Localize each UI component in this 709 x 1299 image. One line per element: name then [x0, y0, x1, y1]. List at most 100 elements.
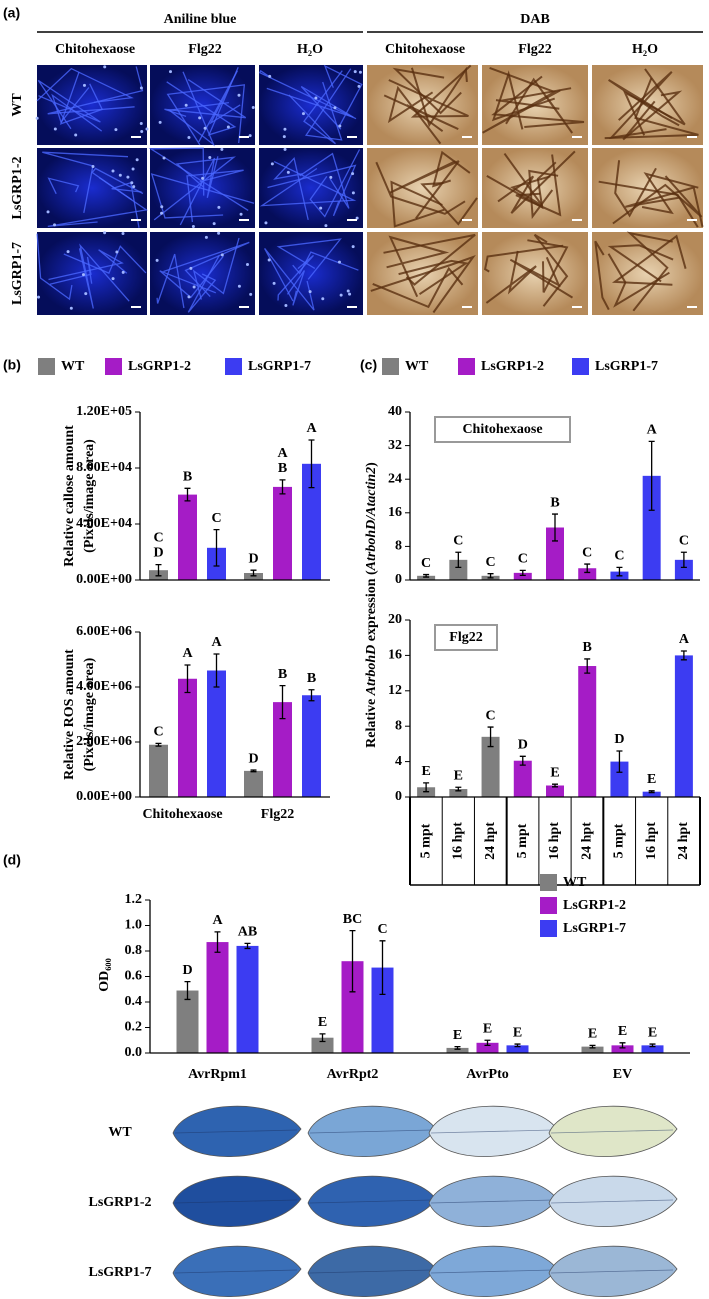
micrograph: [259, 65, 363, 145]
column-header: Flg22: [518, 42, 551, 57]
error-bar: [484, 1039, 491, 1046]
y-tick-label: 1.20E+05: [76, 404, 132, 419]
fluorescent-spot: [46, 210, 50, 214]
bar: [642, 475, 661, 580]
bar: [206, 942, 229, 1053]
legend-swatch: [225, 358, 242, 375]
fluorescent-spot: [69, 306, 73, 310]
scale-bar: [572, 306, 582, 308]
y-tick-label: 1.2: [125, 892, 143, 907]
leaf-midrib: [309, 1199, 433, 1204]
vein: [533, 233, 569, 307]
fluorescent-spot: [203, 126, 207, 130]
fluorescent-spot: [220, 147, 224, 151]
fluorescent-spot: [284, 303, 288, 307]
y-tick-label: 0.4: [125, 994, 143, 1009]
fluorescent-spot: [348, 292, 352, 296]
error-bar: [455, 551, 462, 569]
bar: [674, 559, 693, 580]
x-tick-label: 16 hpt: [451, 822, 466, 860]
row-label: LsGRP1-7: [10, 242, 25, 305]
error-bar: [184, 980, 191, 1001]
fluorescent-spot: [264, 221, 268, 225]
scale-bar: [572, 136, 582, 138]
fluorescent-spot: [111, 277, 115, 281]
scale-bar: [347, 136, 357, 138]
error-bar: [213, 653, 220, 688]
y-axis-label-part: expression (: [364, 570, 379, 645]
error-bar: [619, 1042, 626, 1049]
panel-label: (d): [3, 852, 21, 868]
vein: [78, 243, 130, 309]
significance-letter: E: [647, 772, 656, 787]
column-header: H₂O: [297, 42, 323, 57]
fluorescent-spot: [208, 155, 212, 159]
bar: [341, 961, 364, 1053]
error-bar: [616, 566, 623, 577]
bar: [581, 1046, 604, 1053]
y-tick-label: 2.00E+06: [76, 734, 132, 749]
fluorescent-spot: [314, 96, 318, 100]
vein: [163, 241, 250, 298]
vein: [186, 169, 244, 223]
y-axis-label-part: Relative: [364, 695, 379, 747]
bar: [641, 1045, 664, 1053]
y-axis-label-part: AtrbohD/Atactin2: [364, 467, 379, 571]
column-header: Flg22: [188, 42, 221, 57]
error-bar: [184, 664, 191, 694]
significance-letter-line: C: [153, 531, 163, 546]
y-tick-label: 8: [395, 539, 402, 554]
fluorescent-spot: [308, 290, 312, 294]
legend-swatch: [382, 358, 399, 375]
vein: [323, 64, 363, 128]
error-bar: [552, 513, 558, 542]
y-tick-label: 0.00E+00: [76, 572, 132, 587]
fluorescent-spot: [187, 295, 191, 299]
x-tick-label: 5 mpt: [612, 823, 627, 858]
y-tick-label: 0.0: [125, 1045, 143, 1060]
significance-letter: D: [614, 732, 624, 747]
vein: [111, 181, 142, 228]
vein: [485, 250, 537, 304]
significance-letter: B: [550, 495, 559, 510]
vein: [159, 255, 224, 299]
leaf-midrib: [550, 1129, 674, 1134]
x-tick-label: 24 hpt: [483, 822, 498, 860]
bar: [674, 655, 693, 797]
significance-letter: A: [211, 635, 222, 650]
y-tick-label: 8.00E+04: [76, 460, 132, 475]
error-bar: [184, 487, 191, 502]
bar: [371, 967, 394, 1053]
bar: [481, 736, 500, 797]
fluorescent-spot: [121, 232, 125, 236]
error-bar: [250, 769, 257, 773]
vein: [299, 152, 350, 209]
bar: [610, 761, 629, 797]
leaf-midrib: [550, 1199, 674, 1204]
fluorescent-spot: [351, 172, 355, 176]
error-bar: [214, 931, 221, 953]
bar: [417, 575, 436, 580]
significance-letter: E: [318, 1015, 327, 1030]
legend-swatch: [540, 874, 557, 891]
error-bar: [379, 940, 386, 995]
scale-bar: [347, 306, 357, 308]
vein: [273, 156, 309, 221]
fluorescent-spot: [114, 128, 118, 132]
y-tick-label: 4.00E+04: [76, 516, 132, 531]
error-bar: [584, 563, 591, 574]
error-bar: [514, 1043, 521, 1048]
x-tick-label: 24 hpt: [579, 822, 594, 860]
scale-bar: [131, 306, 141, 308]
leaf-midrib: [174, 1129, 298, 1134]
bar: [273, 702, 292, 797]
x-tick-label: 16 hpt: [644, 822, 659, 860]
significance-letter-line: B: [278, 461, 287, 476]
group-title: DAB: [520, 12, 550, 27]
y-axis-label: Relative AtrbohD expression (AtrbohD/Ata…: [364, 462, 379, 748]
scale-bar: [239, 306, 249, 308]
bar: [476, 1042, 499, 1053]
significance-letter: AB: [238, 925, 257, 940]
micrograph: [259, 148, 363, 228]
